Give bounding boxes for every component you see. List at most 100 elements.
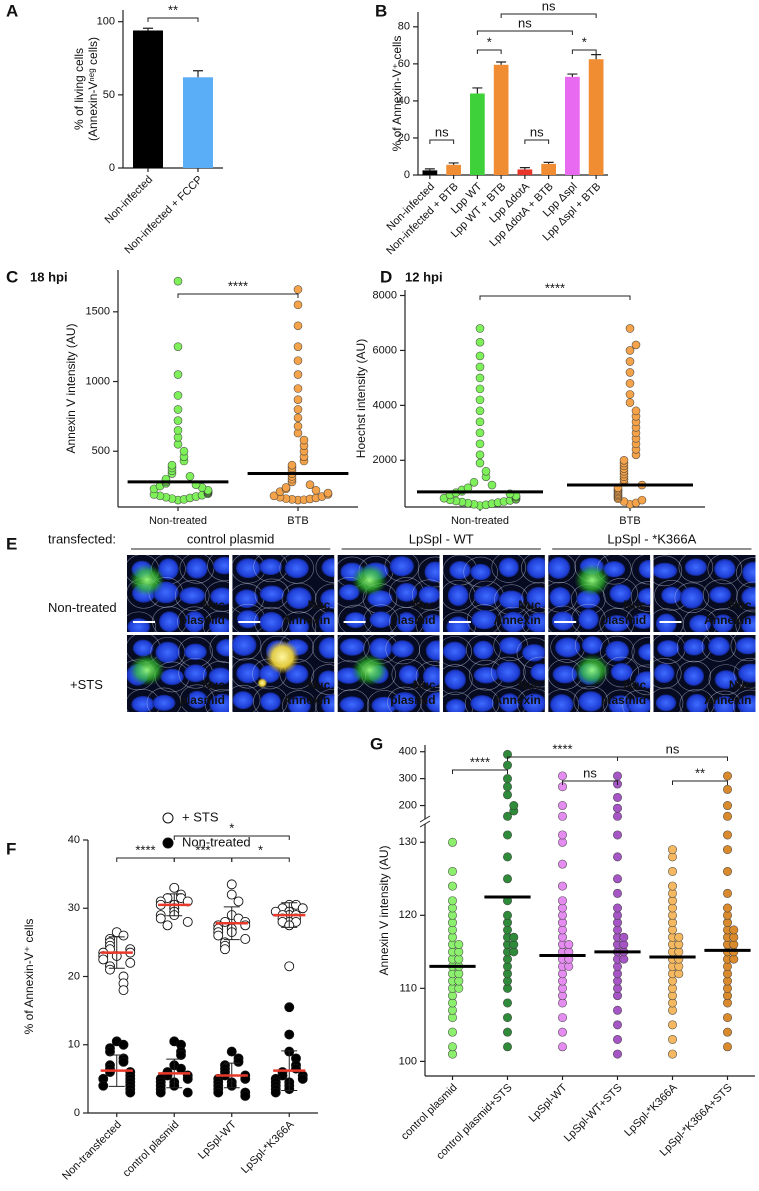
- nucleus: [422, 614, 440, 632]
- nucleus: [132, 639, 154, 657]
- nucleus: [232, 635, 257, 657]
- data-point: [173, 276, 183, 286]
- data-point: [213, 1087, 224, 1098]
- nucleus: [712, 614, 734, 632]
- nucleus: [339, 638, 365, 656]
- nucleus: [422, 666, 440, 687]
- data-point: [475, 362, 485, 372]
- cell-outline: [631, 555, 651, 585]
- significance-label: ns: [666, 741, 680, 756]
- cell-outline: [625, 605, 651, 632]
- bar: [183, 77, 213, 168]
- nucleus: [473, 666, 499, 684]
- data-point: [475, 351, 485, 361]
- panel-letter: C: [6, 267, 18, 286]
- nucleus: [216, 639, 229, 657]
- data-point: [667, 1049, 677, 1059]
- data-point: [226, 889, 237, 900]
- marker-caption: Annexin: [494, 693, 541, 707]
- x-tick-label: LpSpl-WT: [196, 1118, 239, 1161]
- nucleus: [155, 641, 181, 664]
- data-point: [509, 932, 519, 942]
- nucleus: [208, 617, 229, 632]
- data-point: [299, 435, 309, 445]
- cell-outline: [548, 555, 577, 584]
- x-tick-label: control plasmid: [121, 1119, 182, 1180]
- data-point: [502, 852, 512, 862]
- cell-outline: [315, 555, 335, 583]
- data-point: [173, 342, 183, 351]
- data-point: [722, 784, 732, 794]
- data-point: [447, 1042, 457, 1052]
- data-point: [667, 1034, 677, 1044]
- significance-bracket: [116, 857, 175, 862]
- nucleus: [184, 643, 207, 661]
- significance-label: ****: [552, 741, 572, 756]
- cell-outline: [463, 556, 498, 588]
- transfected-label: transfected:: [48, 531, 116, 546]
- bar: [470, 93, 485, 175]
- nucleus: [526, 557, 545, 579]
- cell-outline: [516, 688, 545, 712]
- cell-outline: [653, 555, 683, 587]
- group-label: LpSpl - WT: [409, 531, 474, 546]
- image-content: [337, 635, 440, 712]
- y-tick-label: 400: [399, 746, 417, 758]
- stain-caption: Nuc: [413, 678, 436, 692]
- y-tick-label: 4000: [373, 399, 397, 411]
- significance-bracket: [173, 857, 233, 862]
- data-point: [270, 1087, 281, 1098]
- cell-outline: [281, 582, 317, 614]
- significance-bracket: [147, 17, 199, 22]
- data-point: [631, 406, 641, 416]
- cell-outline: [337, 635, 370, 663]
- data-point: [182, 1087, 193, 1098]
- nucleus: [389, 556, 414, 577]
- cell-outline: [733, 657, 756, 689]
- data-point: [625, 324, 635, 333]
- data-point: [502, 874, 512, 884]
- nucleus: [473, 640, 494, 660]
- cell-outline: [653, 657, 682, 689]
- stain-caption: Nuc: [202, 678, 225, 692]
- data-point: [612, 852, 622, 862]
- error-bar: [448, 162, 459, 165]
- data-point: [631, 340, 641, 350]
- cell-outline: [735, 609, 756, 632]
- data-point: [173, 370, 183, 379]
- y-tick-label: 60: [398, 58, 410, 70]
- data-point: [293, 342, 303, 351]
- data-point: [469, 477, 479, 487]
- data-point: [722, 903, 732, 913]
- cell-outline: [466, 635, 501, 666]
- data-point: [502, 998, 512, 1008]
- significance-label: ns: [542, 0, 556, 13]
- marker-caption: Annexin: [283, 693, 330, 707]
- data-point: [447, 866, 457, 876]
- data-point: [173, 405, 183, 414]
- significance-label: ****: [545, 280, 565, 295]
- data-point: [612, 903, 622, 913]
- y-tick-label: 2000: [373, 454, 397, 466]
- stain-caption: Nuc: [518, 678, 541, 692]
- panel-letter: E: [6, 534, 17, 553]
- data-point: [557, 811, 567, 821]
- data-point: [125, 957, 136, 968]
- nucleus: [638, 643, 651, 661]
- nucleus: [713, 696, 736, 712]
- significance-label: *: [229, 820, 234, 835]
- nucleus: [548, 556, 571, 579]
- marker-caption: Annexin: [494, 613, 541, 627]
- data-point: [502, 1013, 512, 1023]
- data-point: [475, 324, 485, 333]
- significance-bracket: [617, 756, 728, 761]
- cell-outline: [311, 664, 335, 695]
- significance-bracket: [562, 780, 618, 785]
- data-point: [722, 1027, 732, 1037]
- data-point: [162, 920, 173, 931]
